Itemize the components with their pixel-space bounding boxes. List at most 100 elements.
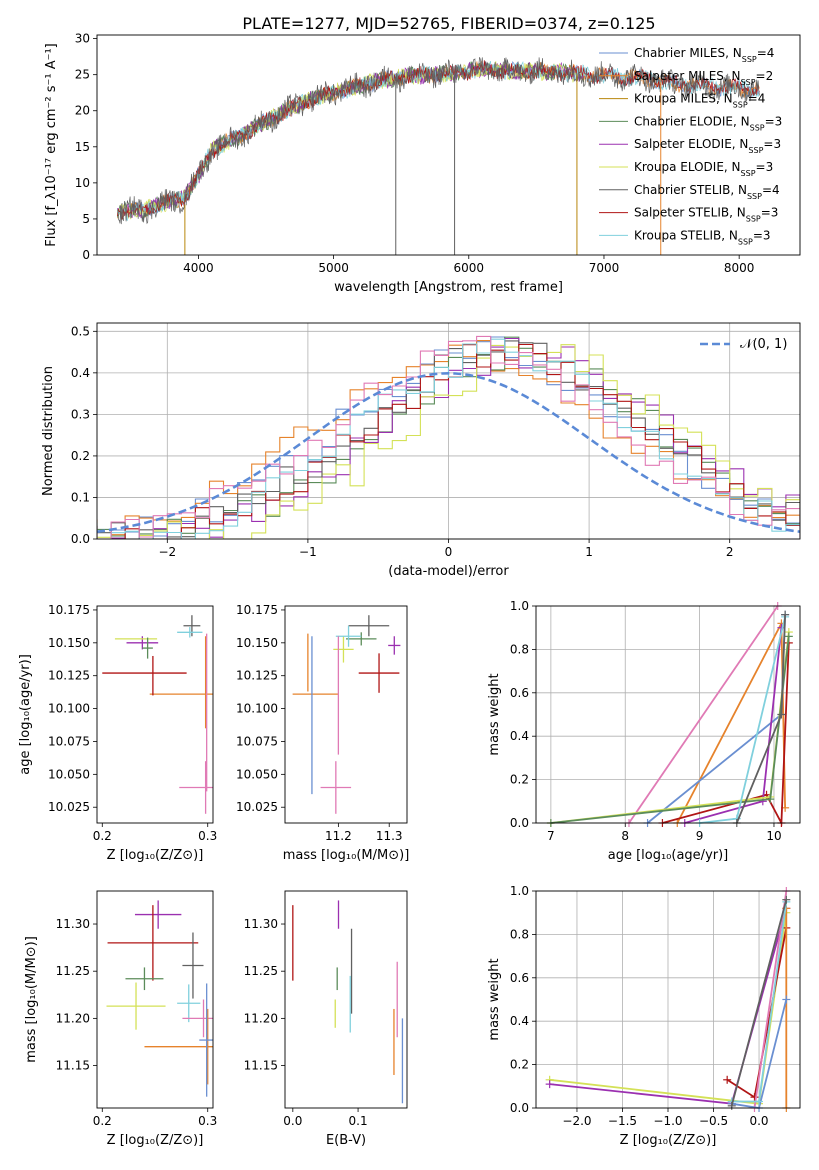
legend-subscript: SSP: [741, 169, 756, 178]
spectrum-series-line: [117, 57, 760, 225]
legend-entry: Kroupa ELODIE, NSSP=3: [634, 160, 773, 178]
y-tick-label: 10.100: [236, 702, 278, 716]
legend-subscript: SSP: [746, 214, 761, 223]
legend-entry: Kroupa STELIB, NSSP=3: [634, 228, 771, 246]
normal-distribution-curve: [97, 371, 800, 533]
legend-subscript: SSP: [748, 146, 763, 155]
y-axis-label: Flux [f_λ10⁻¹⁷ erg cm⁻² s⁻¹ A⁻¹]: [44, 43, 59, 247]
axes-age_vs_Z: 0.2 0.3 10.025 10.050 10.075 10.100 10.125 10.1…: [18, 603, 217, 863]
x-tick-label: 0.2: [93, 829, 112, 843]
y-tick-label: 10.075: [236, 734, 278, 748]
y-tick-label: 10.150: [236, 636, 278, 650]
legend-entry: Salpeter STELIB, NSSP=3: [634, 206, 778, 224]
legend-subscript: SSP: [742, 55, 757, 64]
y-tick-label: 15: [75, 140, 90, 154]
y-tick-label: 0.4: [71, 366, 90, 380]
y-tick-label: 11.25: [56, 964, 90, 978]
y-tick-label: 10.125: [236, 669, 278, 683]
y-tick-label: 10: [75, 176, 90, 190]
x-tick-label: −1.5: [608, 1114, 637, 1128]
mass-weight-series-line: [662, 642, 790, 827]
y-tick-label: 11.30: [56, 917, 90, 931]
x-axis-label: mass [log₁₀(M/M⊙)]: [283, 848, 410, 863]
y-tick-label: 10.100: [48, 702, 90, 716]
grid-massweight_vs_age: [536, 605, 800, 824]
y-tick-label: 1.0: [510, 599, 529, 613]
y-tick-label: 25: [75, 68, 90, 82]
x-tick-label: 2: [726, 545, 734, 559]
y-tick-label: 10.150: [48, 636, 90, 650]
spectrum-legend: Chabrier MILES, NSSP=4 Salpeter MILES, NS…: [599, 46, 782, 246]
y-axis-label: mass weight: [487, 958, 502, 1040]
y-tick-label: 0.8: [510, 642, 529, 656]
axes-spectrum: 4000 5000 6000 7000 8000 0 5 10 15 20 25 30 waveleng…: [44, 32, 801, 295]
x-tick-label: −2: [158, 545, 176, 559]
spectrum-lines: [116, 57, 760, 255]
legend-entry: Salpeter MILES, NSSP=2: [634, 69, 773, 87]
x-tick-label: 9: [696, 829, 704, 843]
plot-area-mass_vs_EBV: [292, 900, 404, 1104]
errorbars-mass_vs_EBV: [292, 900, 404, 1104]
legend-suffix: =4: [757, 46, 775, 60]
x-axis-label: Z [log₁₀(Z/Z⊙)]: [107, 848, 204, 863]
x-axis-label: (data-model)/error: [388, 564, 509, 579]
y-tick-label: 0.0: [71, 532, 90, 546]
x-tick-label: 6000: [454, 261, 485, 275]
legend-suffix: =3: [761, 206, 779, 220]
y-tick-label: 30: [75, 32, 90, 46]
y-tick-label: 11.20: [56, 1011, 90, 1025]
y-tick-label: 0.2: [510, 773, 529, 787]
legend-subscript: SSP: [738, 237, 753, 246]
y-tick-label: 0: [82, 248, 90, 262]
x-tick-label: 4000: [183, 261, 214, 275]
histogram-lines: [97, 335, 800, 539]
x-axis-label: E(B-V): [326, 1133, 366, 1148]
y-tick-label: 0.5: [71, 324, 90, 338]
mass-weight-series-line: [628, 605, 779, 824]
y-axis-label: mass [log₁₀(M/M⊙)]: [24, 936, 39, 1063]
errorbars-age_vs_mass: [292, 615, 401, 814]
axes-frame: [96, 34, 801, 256]
y-tick-label: 10.075: [48, 734, 90, 748]
y-tick-label: 20: [75, 104, 90, 118]
axes-mass_vs_Z: 0.2 0.3 11.15 11.20 11.25 11.30 Z [log₁₀(Z/Z⊙)…: [24, 890, 217, 1148]
y-tick-label: 11.15: [56, 1059, 90, 1073]
y-tick-label: 10.025: [236, 800, 278, 814]
mass-weight-series-line: [676, 622, 786, 824]
lines-massweight_vs_age: [546, 602, 793, 827]
x-tick-label: 8: [621, 829, 629, 843]
axes-frame: [535, 890, 801, 1109]
x-tick-label: 0.3: [198, 1114, 217, 1128]
histogram-series: [97, 335, 800, 539]
y-tick-label: 10.175: [48, 603, 90, 617]
y-axis-label: Normed distribution: [41, 366, 56, 496]
x-tick-label: −1: [299, 545, 317, 559]
legend-suffix: =4: [748, 92, 766, 106]
figure-title: PLATE=1277, MJD=52765, FIBERID=0374, z=0…: [242, 14, 655, 33]
y-tick-label: 0.3: [71, 407, 90, 421]
axes-frame: [284, 890, 408, 1109]
legend-subscript: SSP: [747, 191, 762, 200]
errorbars-mass_vs_Z: [106, 900, 213, 1097]
mass-weight-series-line: [753, 890, 788, 1109]
y-tick-label: 0.6: [510, 686, 529, 700]
x-tick-label: 10: [766, 829, 781, 843]
plot-area-mass_vs_Z: [106, 900, 213, 1097]
axes-massweight_vs_age: 7 8 9 10 0.0 0.2 0.4 0.6 0.8 1.0 age [log₁₀(age/yr…: [487, 599, 801, 863]
legend-entry: 𝒩(0, 1): [740, 337, 787, 352]
x-tick-label: −1.0: [653, 1114, 682, 1128]
x-axis-label: Z [log₁₀(Z/Z⊙)]: [620, 1133, 717, 1148]
y-tick-label: 11.25: [244, 964, 278, 978]
legend-subscript: SSP: [741, 77, 756, 86]
x-tick-label: 11.3: [376, 829, 403, 843]
axes-mass_vs_EBV: 0.0 0.1 11.15 11.20 11.25 11.30 E(B-V): [244, 890, 408, 1148]
x-tick-label: 1: [585, 545, 593, 559]
legend-entry: Kroupa MILES, NSSP=4: [634, 92, 765, 110]
legend-suffix: =3: [763, 137, 781, 151]
y-tick-label: 0.4: [510, 1014, 529, 1028]
legend-suffix: =4: [762, 183, 780, 197]
legend-suffix: =3: [756, 160, 774, 174]
axes-residuals: −2 −1 0 1 2 0.0 0.1 0.2 0.3 0.4 0.5 (data-model)/er…: [41, 322, 801, 579]
y-tick-label: 0.1: [71, 490, 90, 504]
